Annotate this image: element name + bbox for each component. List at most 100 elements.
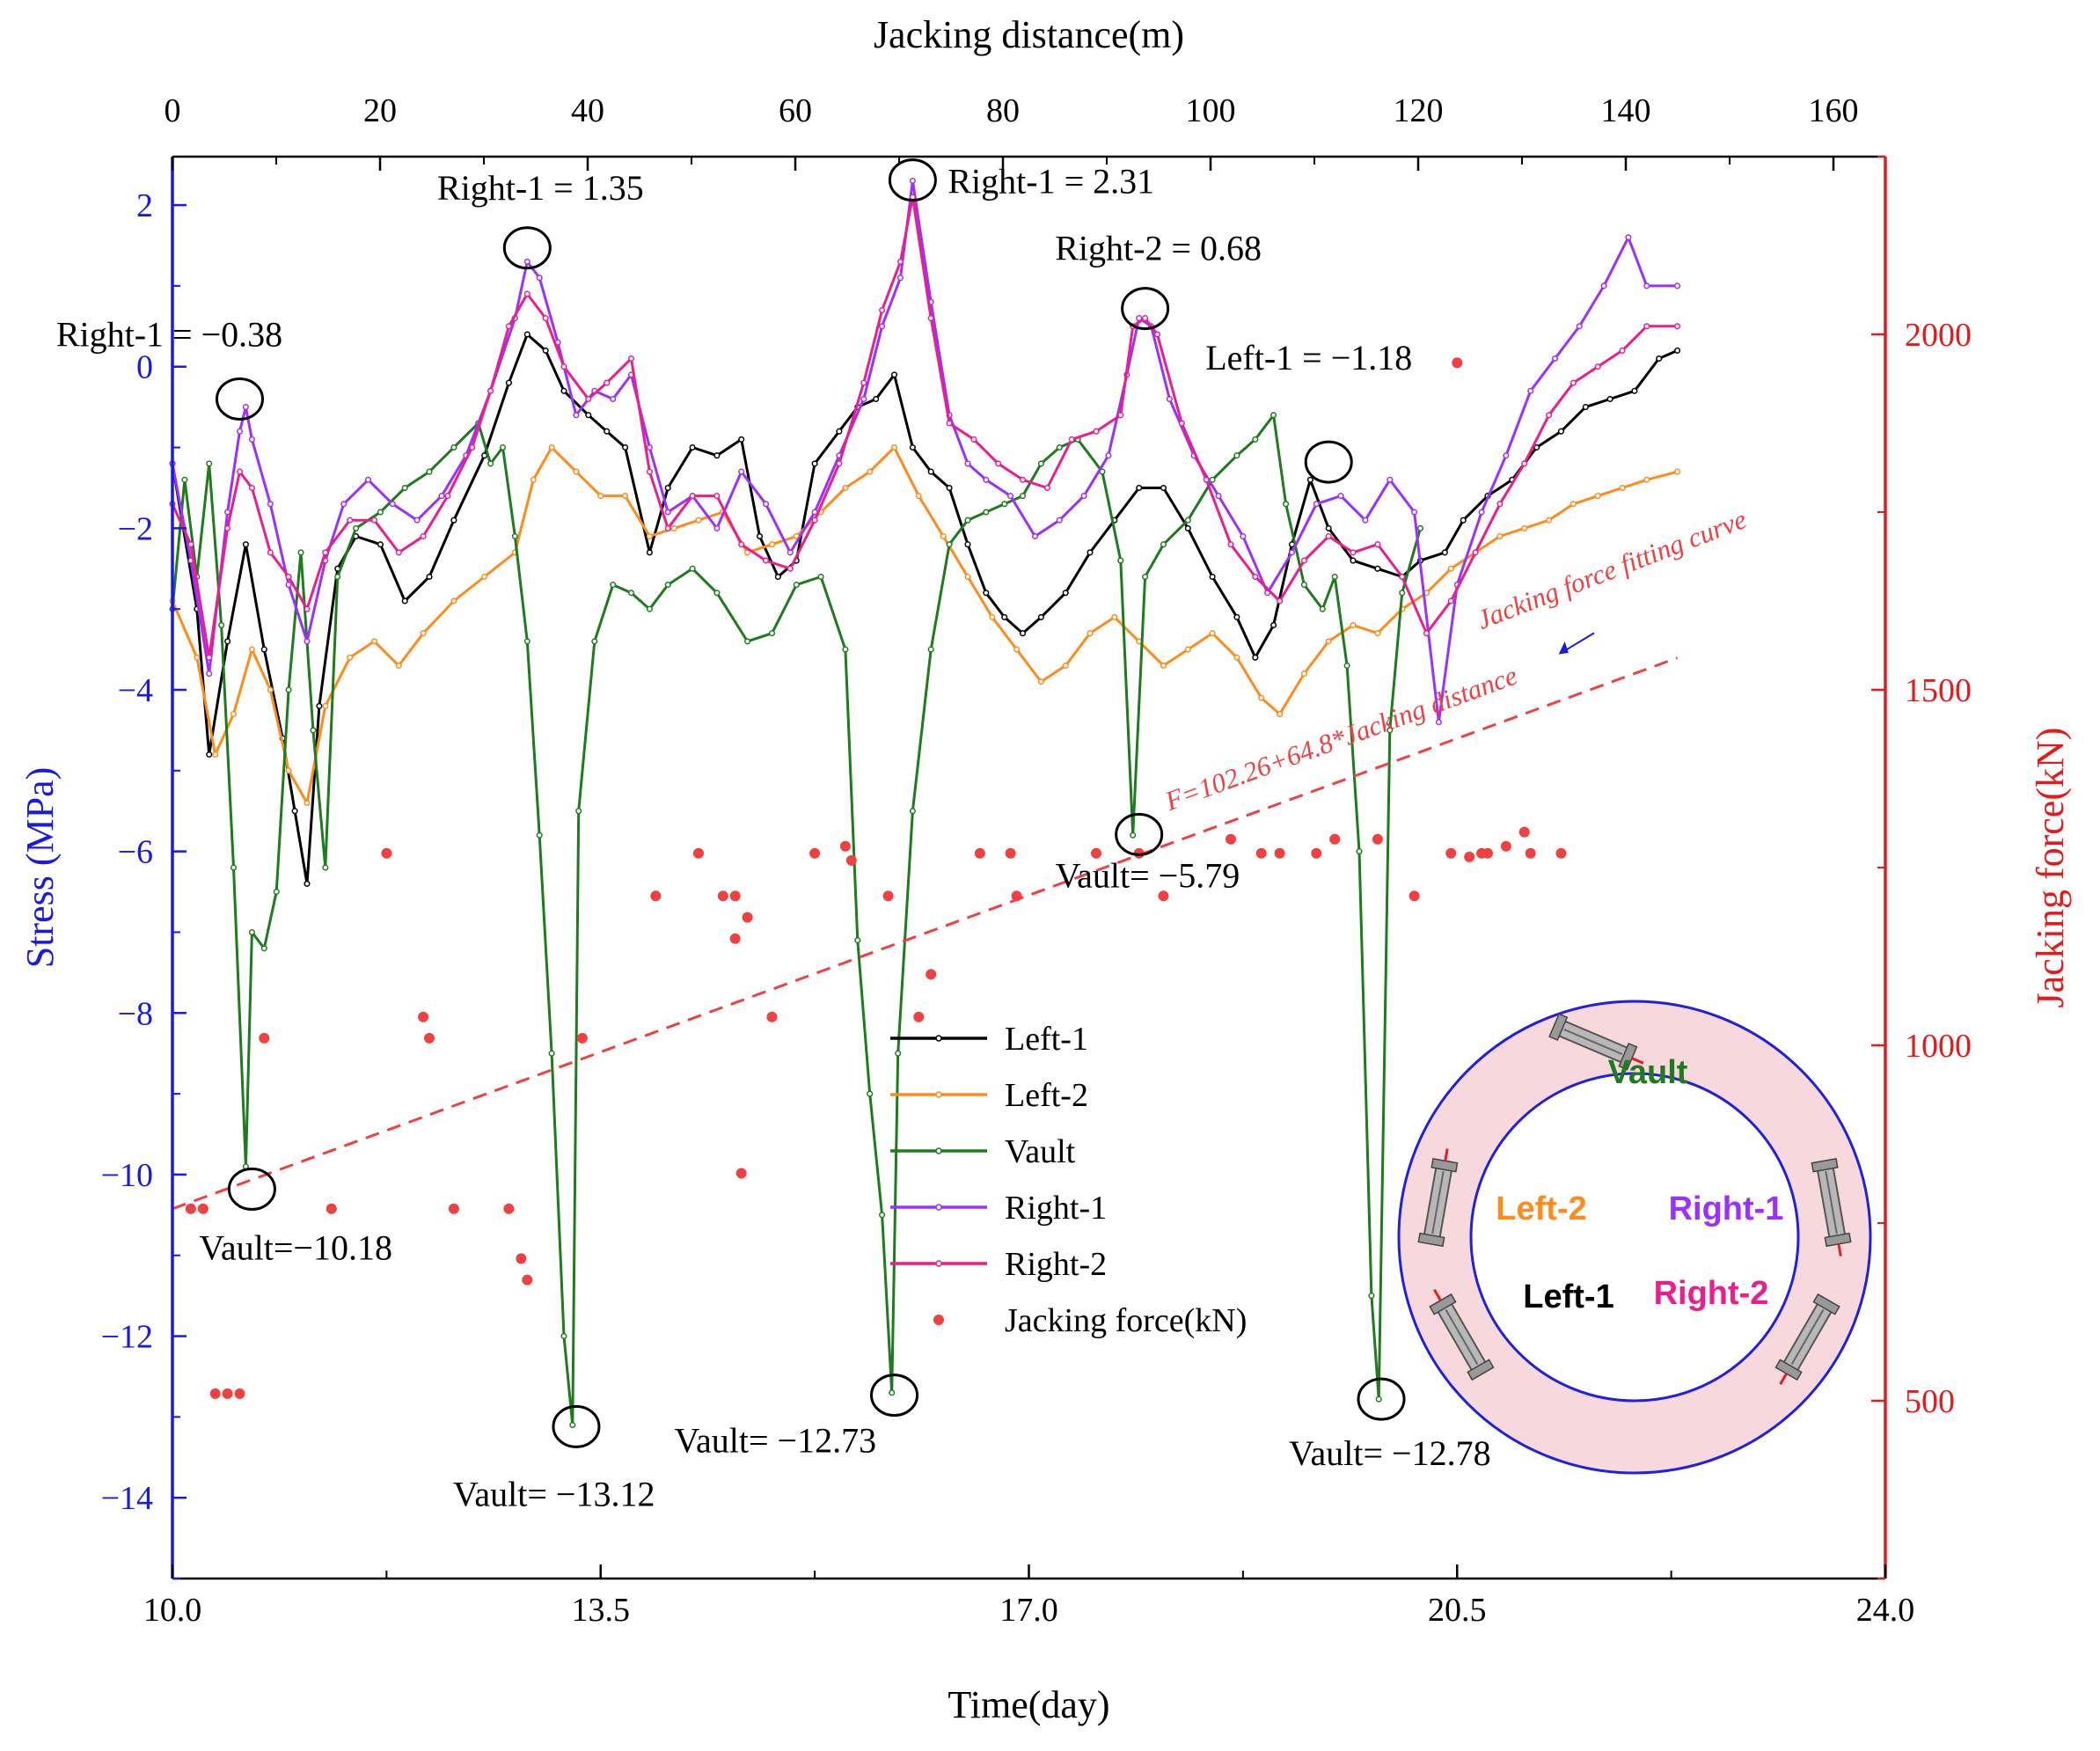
data-point-left-1 bbox=[713, 452, 721, 459]
data-point-right-2 bbox=[560, 363, 567, 370]
jacking-force-point bbox=[448, 1203, 459, 1214]
data-point-vault bbox=[1368, 1293, 1375, 1300]
data-point-left-1 bbox=[1136, 484, 1143, 492]
annotation-circle bbox=[552, 1404, 601, 1448]
data-point-right-2 bbox=[1153, 331, 1161, 338]
data-point-left-1 bbox=[260, 646, 267, 653]
x-tick-label: 10.0 bbox=[143, 1592, 202, 1629]
data-point-right-2 bbox=[811, 517, 818, 524]
data-point-left-1 bbox=[585, 412, 592, 419]
data-point-right-2 bbox=[689, 493, 696, 500]
top-tick-label: 100 bbox=[1186, 92, 1236, 129]
ring-outer bbox=[1397, 1000, 1872, 1475]
y-tick-label: −8 bbox=[118, 995, 153, 1032]
jacking-force-point bbox=[1372, 833, 1383, 845]
data-point-right-1 bbox=[860, 395, 867, 403]
data-point-right-1 bbox=[1166, 395, 1173, 403]
data-point-right-1 bbox=[1674, 282, 1681, 289]
data-point-right-1 bbox=[879, 323, 886, 330]
data-point-right-2 bbox=[267, 549, 274, 556]
jacking-force-point bbox=[503, 1203, 515, 1214]
data-point-right-1 bbox=[523, 258, 530, 265]
x-tick-label: 20.5 bbox=[1428, 1592, 1487, 1629]
data-point-right-1 bbox=[1625, 234, 1632, 241]
data-point-vault bbox=[334, 573, 341, 581]
data-point-left-2 bbox=[573, 468, 580, 475]
jacking-force-point bbox=[839, 840, 851, 852]
data-point-vault bbox=[1037, 460, 1044, 467]
data-point-left-1 bbox=[1350, 557, 1357, 564]
annotation-label: Vault= −5.79 bbox=[1056, 855, 1240, 895]
data-point-right-2 bbox=[1472, 549, 1479, 556]
data-point-left-1 bbox=[523, 331, 530, 338]
fit-curve-annotation: Jacking force fitting curve bbox=[1473, 503, 1751, 635]
jacking-force-point bbox=[1500, 840, 1511, 852]
y-tick-label: −10 bbox=[101, 1157, 153, 1194]
data-point-left-2 bbox=[695, 517, 702, 524]
jacking-force-point bbox=[845, 854, 857, 866]
data-point-right-1 bbox=[1576, 323, 1583, 330]
data-point-left-2 bbox=[1013, 646, 1021, 653]
data-point-left-2 bbox=[867, 468, 874, 475]
data-point-right-1 bbox=[1478, 509, 1485, 516]
jacking-force-point bbox=[1091, 847, 1101, 859]
data-point-left-1 bbox=[738, 436, 745, 443]
jacking-force-point bbox=[913, 1011, 925, 1022]
y-tick-label: 0 bbox=[136, 349, 153, 386]
data-point-right-2 bbox=[1068, 436, 1075, 443]
series-vault bbox=[169, 412, 1424, 1429]
annotation-circle bbox=[502, 226, 552, 270]
legend-label: Right-1 bbox=[1005, 1190, 1107, 1227]
data-point-right-1 bbox=[1387, 476, 1394, 483]
data-point-vault bbox=[511, 532, 518, 540]
data-point-left-2 bbox=[1037, 678, 1044, 685]
data-point-left-1 bbox=[426, 573, 433, 581]
data-point-left-1 bbox=[1582, 404, 1589, 411]
jacking-force-point bbox=[516, 1253, 527, 1264]
data-point-right-2 bbox=[285, 573, 292, 581]
data-point-right-2 bbox=[1178, 420, 1185, 427]
data-point-left-2 bbox=[248, 646, 255, 653]
jacking-force-point bbox=[576, 1032, 588, 1044]
data-point-right-2 bbox=[896, 258, 904, 265]
data-point-left-2 bbox=[622, 493, 629, 500]
data-point-right-1 bbox=[1288, 549, 1296, 556]
data-point-right-1 bbox=[1056, 517, 1063, 524]
legend-marker bbox=[935, 1147, 942, 1154]
annotation: Right-1 = −0.38 bbox=[56, 314, 282, 421]
data-point-left-1 bbox=[1037, 613, 1044, 620]
data-point-left-2 bbox=[1111, 613, 1118, 620]
data-point-right-2 bbox=[1674, 323, 1681, 330]
data-point-right-2 bbox=[1643, 323, 1650, 330]
jacking-force-point bbox=[809, 847, 821, 859]
annotation-label: Vault= −12.73 bbox=[675, 1421, 877, 1461]
data-point-left-1 bbox=[836, 428, 843, 435]
jacking-force-point bbox=[381, 847, 392, 859]
data-point-right-2 bbox=[1496, 501, 1504, 508]
jacking-force-point bbox=[1482, 847, 1493, 859]
series-line-right-2 bbox=[171, 195, 1678, 659]
jacking-force-point bbox=[1518, 826, 1530, 838]
data-point-vault bbox=[1117, 557, 1124, 564]
data-point-vault bbox=[768, 630, 776, 637]
data-point-right-1 bbox=[536, 275, 543, 282]
data-point-left-2 bbox=[1087, 630, 1094, 637]
data-point-right-1 bbox=[1362, 517, 1369, 524]
data-point-left-1 bbox=[946, 484, 953, 492]
annotation-label: Vault= −13.12 bbox=[453, 1474, 655, 1513]
data-point-vault bbox=[889, 1389, 896, 1396]
x-tick-label: 13.5 bbox=[572, 1592, 631, 1629]
data-point-vault bbox=[1283, 501, 1290, 508]
data-point-left-2 bbox=[1521, 524, 1528, 531]
data-point-vault bbox=[895, 1050, 902, 1057]
legend-label: Left-1 bbox=[1005, 1021, 1088, 1058]
strain-gauge-vault bbox=[1548, 1013, 1644, 1071]
annotation: Vault= −12.78 bbox=[1289, 1377, 1491, 1473]
data-point-vault bbox=[377, 509, 384, 516]
y-tick-label: −14 bbox=[101, 1480, 153, 1517]
data-point-left-1 bbox=[1533, 443, 1540, 451]
legend-marker bbox=[933, 1315, 944, 1325]
data-point-vault bbox=[646, 605, 653, 612]
fit-equation-label: F=102.26+64.8*Jacking distance bbox=[1160, 659, 1522, 817]
jacking-force-point bbox=[326, 1203, 337, 1214]
